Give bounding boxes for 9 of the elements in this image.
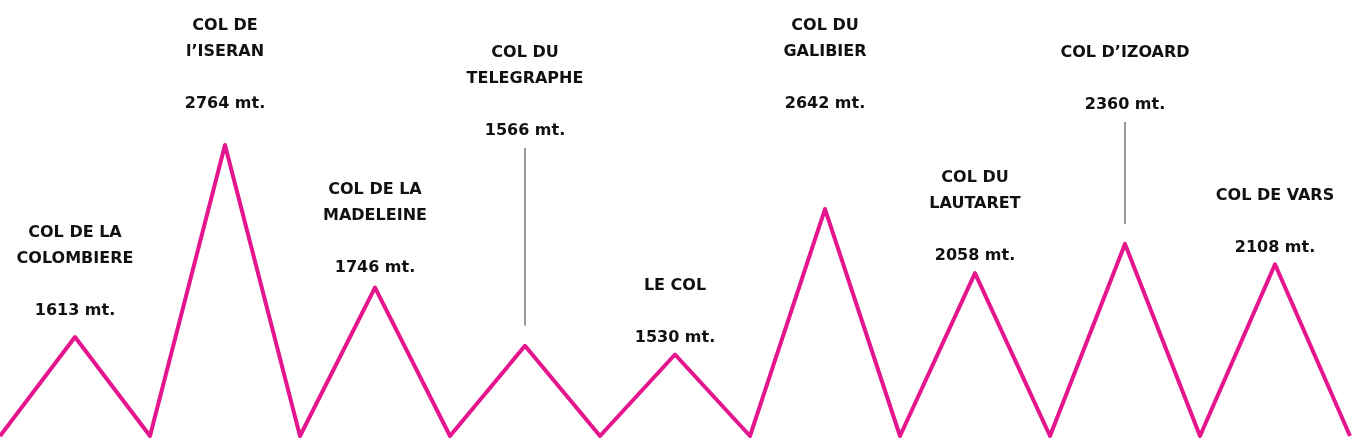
text: COL DU LAUTARET 2058 mt.: [929, 167, 1021, 264]
text: COL DE VARS 2108 mt.: [1215, 185, 1335, 256]
text: COL DU GALIBIER 2642 mt.: [783, 15, 867, 112]
text: COL DU TELEGRAPHE 1566 mt.: [466, 42, 584, 139]
text: LE COL 1530 mt.: [634, 275, 716, 346]
text: COL D’IZOARD 2360 mt.: [1060, 42, 1190, 113]
text: COL DE l’ISERAN 2764 mt.: [184, 15, 266, 112]
text: COL DE LA MADELEINE 1746 mt.: [323, 179, 427, 276]
text: COL DE LA COLOMBIERE 1613 mt.: [16, 222, 134, 319]
